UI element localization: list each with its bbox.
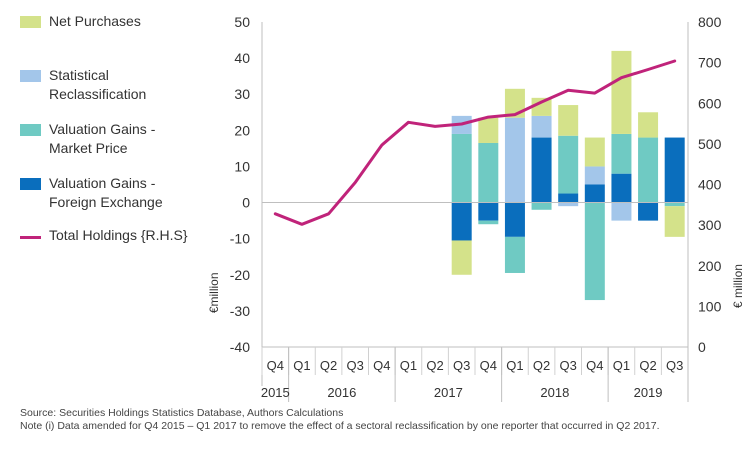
legend-item-foreign-exchange: Valuation Gains - Foreign Exchange [20,174,219,212]
bar-net-purchases-14 [638,112,659,138]
right-axis-tick-label: 300 [698,217,722,233]
bar-valuation-gains-market-price-10 [531,202,552,210]
bar-valuation-gains-foreign-exchange-7 [451,202,472,241]
left-axis-tick-label: -10 [230,231,250,247]
left-axis-tick-label: 0 [242,195,250,211]
left-axis-tick-label: 40 [234,50,250,66]
x-tick-label-12: Q4 [586,358,603,373]
x-tick-label-7: Q3 [453,358,470,373]
bar-net-purchases-7 [451,240,472,275]
legend-line-total-holdings [20,236,41,239]
left-axis-tick-label: -30 [230,303,250,319]
bar-statistical-reclassification-9 [504,117,525,203]
left-axis-tick-label: 20 [234,122,250,138]
right-axis-tick-label: 500 [698,136,722,152]
bar-net-purchases-13 [611,50,632,134]
bar-net-purchases-12 [584,137,605,167]
bar-statistical-reclassification-13 [611,202,632,221]
legend-label-total-holdings: Total Holdings {R.H.S} [49,227,188,243]
x-tick-label-11: Q3 [560,358,577,373]
bar-valuation-gains-market-price-11 [558,135,579,194]
bar-valuation-gains-market-price-15 [664,202,685,207]
right-axis-tick-label: 400 [698,177,722,193]
bar-valuation-gains-foreign-exchange-13 [611,173,632,203]
left-axis-tick-label: 10 [234,158,250,174]
legend-item-statistical-reclassification: Statistical Reclassification [20,66,219,104]
x-tick-label-2: Q2 [320,358,337,373]
bar-valuation-gains-market-price-12 [584,202,605,301]
bar-net-purchases-10 [531,97,552,116]
bar-valuation-gains-market-price-8 [478,142,499,203]
legend-swatch-statistical-reclassification [20,70,41,82]
bar-net-purchases-9 [504,88,525,118]
left-axis-tick-label: -40 [230,339,250,355]
bar-valuation-gains-foreign-exchange-8 [478,202,499,221]
bar-valuation-gains-market-price-14 [638,137,659,203]
x-tick-label-6: Q2 [426,358,443,373]
legend-swatch-market-price [20,124,41,136]
bar-valuation-gains-market-price-7 [451,133,472,203]
bar-statistical-reclassification-10 [531,115,552,138]
x-tick-label-9: Q1 [506,358,523,373]
legend-label-foreign-exchange: Valuation Gains - Foreign Exchange [49,175,163,210]
bar-net-purchases-11 [558,105,579,136]
year-label-2016: 2016 [327,385,356,400]
source-note: Source: Securities Holdings Statistics D… [20,407,344,419]
bar-statistical-reclassification-11 [558,202,579,207]
bar-valuation-gains-foreign-exchange-14 [638,202,659,221]
bar-valuation-gains-market-price-13 [611,133,632,174]
right-axis-tick-label: 200 [698,258,722,274]
left-axis-title: €million [207,272,221,313]
left-axis-tick-label: -20 [230,267,250,283]
legend-swatch-net-purchases [20,16,41,28]
x-tick-label-1: Q1 [293,358,310,373]
right-axis-title: € million [731,264,745,308]
left-axis-tick-label: 30 [234,86,250,102]
year-label-2019: 2019 [634,385,663,400]
right-axis-tick-label: 800 [698,14,722,30]
bar-valuation-gains-foreign-exchange-9 [504,202,525,237]
right-axis-tick-label: 100 [698,298,722,314]
x-tick-label-5: Q1 [400,358,417,373]
amendment-note: Note (i) Data amended for Q4 2015 – Q1 2… [20,420,660,432]
legend-label-statistical-reclassification: Statistical Reclassification [49,67,147,102]
x-tick-label-8: Q4 [480,358,497,373]
x-tick-label-0: Q4 [267,358,284,373]
total-holdings-line [273,59,677,226]
x-tick-label-13: Q1 [613,358,630,373]
bar-net-purchases-15 [664,206,685,237]
bar-net-purchases-8 [478,117,499,143]
legend-label-market-price: Valuation Gains - Market Price [49,121,156,156]
legend-item-net-purchases: Net Purchases [20,12,219,31]
stacked-bar-line-chart: 50403020100-10-20-30-4080070060050040030… [207,14,745,402]
bar-valuation-gains-foreign-exchange-10 [531,137,552,203]
legend-item-market-price: Valuation Gains - Market Price [20,120,219,158]
right-axis-tick-label: 0 [698,339,706,355]
legend-label-net-purchases: Net Purchases [49,13,141,29]
x-tick-label-3: Q3 [347,358,364,373]
bar-valuation-gains-foreign-exchange-12 [584,184,605,203]
bar-valuation-gains-market-price-8 [478,220,499,225]
chart-legend: Net Purchases Statistical Reclassificati… [0,0,235,260]
bar-statistical-reclassification-12 [584,166,605,185]
legend-item-total-holdings: Total Holdings {R.H.S} [20,226,219,245]
bar-valuation-gains-foreign-exchange-15 [664,137,685,203]
legend-swatch-foreign-exchange [20,178,41,190]
year-label-2015: 2015 [261,385,290,400]
bar-valuation-gains-foreign-exchange-11 [558,193,579,203]
right-axis-tick-label: 700 [698,55,722,71]
left-axis-tick-label: 50 [234,14,250,30]
x-tick-label-14: Q2 [639,358,656,373]
bar-valuation-gains-market-price-9 [504,236,525,273]
year-label-2018: 2018 [540,385,569,400]
year-label-2017: 2017 [434,385,463,400]
x-tick-label-10: Q2 [533,358,550,373]
x-tick-label-15: Q3 [666,358,683,373]
right-axis-tick-label: 600 [698,95,722,111]
x-tick-label-4: Q4 [373,358,390,373]
